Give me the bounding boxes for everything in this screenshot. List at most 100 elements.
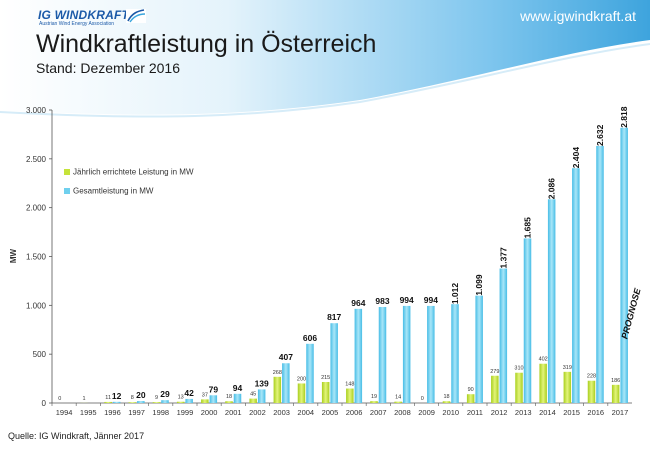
y-tick-label: 2.000 bbox=[26, 204, 47, 213]
x-tick-label: 1996 bbox=[104, 408, 121, 417]
x-tick-label: 1994 bbox=[56, 408, 73, 417]
data-label-annual: 45 bbox=[250, 392, 256, 398]
bar-total bbox=[330, 323, 338, 403]
bar-total bbox=[378, 306, 387, 403]
bar-annual bbox=[152, 402, 161, 403]
data-label-annual: 18 bbox=[443, 394, 449, 400]
bar-total bbox=[257, 389, 266, 403]
x-tick-label: 1997 bbox=[128, 408, 145, 417]
bar-total bbox=[354, 308, 363, 403]
bar-total bbox=[523, 238, 532, 403]
x-tick-label: 2000 bbox=[201, 408, 218, 417]
data-label-annual: 37 bbox=[202, 392, 208, 398]
bar-total bbox=[185, 398, 193, 403]
data-label-total: 94 bbox=[233, 383, 243, 393]
data-label-total: 817 bbox=[327, 312, 341, 322]
logo-tagline: Austrian Wind Energy Association bbox=[39, 21, 115, 27]
data-label-total: 606 bbox=[303, 333, 317, 343]
data-label-total: 29 bbox=[160, 389, 170, 399]
wind-turbine-icon bbox=[126, 9, 146, 23]
y-tick-label: 1.000 bbox=[26, 301, 47, 310]
page-subtitle: Stand: Dezember 2016 bbox=[36, 60, 180, 76]
bar-total bbox=[451, 304, 459, 403]
data-label-annual: 19 bbox=[371, 394, 377, 400]
data-label-annual: 215 bbox=[321, 375, 330, 381]
bar-total bbox=[547, 199, 556, 403]
data-label-total: 1.012 bbox=[450, 283, 460, 305]
x-tick-label: 2013 bbox=[515, 408, 532, 417]
bar-annual bbox=[346, 388, 354, 403]
data-label-annual: 14 bbox=[395, 395, 401, 401]
y-axis-label: MW bbox=[9, 248, 18, 263]
bar-total bbox=[209, 395, 218, 403]
bar-annual bbox=[563, 371, 572, 403]
x-tick-label: 2003 bbox=[273, 408, 290, 417]
legend-label-annual: Jährlich errichtete Leistung in MW bbox=[73, 167, 194, 177]
y-tick-label: 2.500 bbox=[26, 155, 47, 164]
bar-total bbox=[282, 363, 290, 403]
bar-total bbox=[475, 295, 483, 403]
x-tick-label: 1995 bbox=[80, 408, 97, 417]
bar-annual bbox=[539, 363, 547, 403]
data-label-annual: 148 bbox=[345, 382, 354, 388]
x-tick-label: 2010 bbox=[442, 408, 459, 417]
data-label-total: 12 bbox=[112, 391, 122, 401]
data-label-annual: 90 bbox=[468, 387, 474, 393]
bar-annual bbox=[466, 394, 475, 403]
header-background bbox=[0, 0, 650, 118]
data-label-total: 2.632 bbox=[595, 124, 605, 146]
bar-total bbox=[427, 305, 435, 403]
data-label-annual: 268 bbox=[273, 370, 282, 376]
legend-annual: Jährlich errichtete Leistung in MW bbox=[64, 167, 194, 176]
legend-total: Gesamtleistung in MW bbox=[64, 186, 153, 195]
website-url: www.igwindkraft.at bbox=[520, 8, 636, 24]
data-label-annual: 1 bbox=[82, 396, 85, 402]
x-tick-label: 2014 bbox=[539, 408, 556, 417]
bar-annual bbox=[297, 383, 306, 403]
y-tick-label: 0 bbox=[42, 399, 47, 408]
data-label-total: 1.099 bbox=[474, 274, 484, 296]
bar-annual bbox=[201, 399, 209, 403]
bar-total bbox=[402, 305, 411, 403]
page-title: Windkraftleistung in Österreich bbox=[36, 30, 377, 58]
bar-total bbox=[233, 393, 242, 403]
data-label-annual: 0 bbox=[421, 396, 424, 402]
data-label-total: 20 bbox=[136, 390, 146, 400]
data-label-annual: 319 bbox=[563, 365, 572, 371]
data-label-total: 407 bbox=[279, 352, 293, 362]
bar-annual bbox=[128, 402, 137, 403]
data-label-annual: 402 bbox=[539, 357, 548, 363]
data-label-total: 2.404 bbox=[571, 147, 581, 169]
data-label-annual: 0 bbox=[58, 396, 61, 402]
legend-swatch-annual bbox=[64, 168, 70, 175]
x-tick-label: 2008 bbox=[394, 408, 411, 417]
data-label-annual: 279 bbox=[490, 369, 499, 375]
x-tick-label: 2004 bbox=[297, 408, 314, 417]
legend-swatch-total bbox=[64, 187, 70, 194]
bar-total bbox=[572, 168, 580, 403]
bar-annual bbox=[587, 380, 596, 403]
bar-annual bbox=[273, 376, 282, 403]
y-tick-label: 500 bbox=[33, 350, 47, 359]
data-label-total: 1.377 bbox=[498, 247, 508, 269]
x-tick-label: 1999 bbox=[177, 408, 194, 417]
logo-text: IG WINDKRAFT bbox=[38, 8, 130, 22]
x-tick-label: 2001 bbox=[225, 408, 242, 417]
bar-annual bbox=[370, 401, 378, 403]
x-tick-label: 2011 bbox=[467, 408, 483, 417]
bar-total bbox=[306, 343, 314, 403]
data-label-total: 2.818 bbox=[619, 106, 629, 128]
bar-annual bbox=[515, 372, 523, 403]
x-tick-label: 2012 bbox=[491, 408, 508, 417]
data-label-total: 983 bbox=[375, 296, 389, 306]
bar-annual bbox=[225, 401, 233, 403]
bar-total bbox=[596, 145, 604, 403]
data-label-total: 139 bbox=[255, 378, 269, 388]
data-label-total: 994 bbox=[424, 295, 438, 305]
data-label-annual: 9 bbox=[155, 395, 158, 401]
x-tick-label: 2006 bbox=[346, 408, 363, 417]
bar-annual bbox=[394, 401, 402, 403]
x-tick-label: 2016 bbox=[587, 408, 604, 417]
bar-total bbox=[137, 401, 145, 403]
